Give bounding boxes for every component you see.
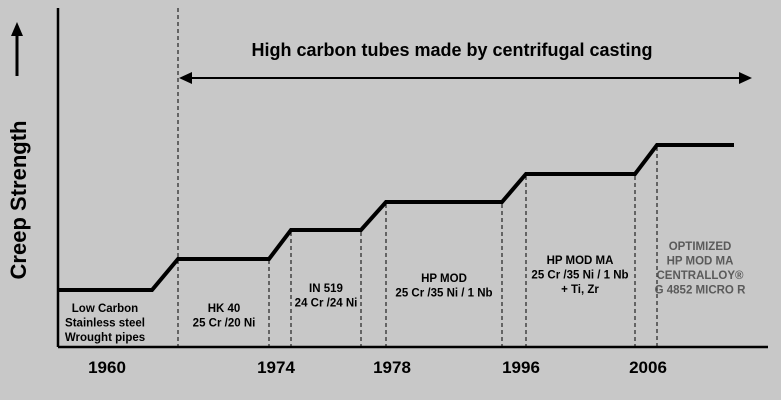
x-tick-label: 1974: [257, 358, 295, 377]
alloy-label: IN 519 24 Cr /24 Ni: [295, 283, 358, 310]
alloy-label: HP MOD MA 25 Cr /35 Ni / 1 Nb + Ti, Zr: [531, 255, 628, 296]
title-range-arrow: [179, 72, 752, 84]
alloy-label: OPTIMIZED HP MOD MA CENTRALLOY® G 4852 MICR…: [655, 241, 746, 297]
creep-strength-step-line: [58, 143, 734, 292]
era-dividers: [177, 8, 658, 347]
x-tick-labels: 1960 1974 1978 1996 2006: [88, 358, 667, 377]
x-tick-label: 1960: [88, 358, 126, 377]
alloy-labels: Low Carbon Stainless steel Wrought pipes HK…: [65, 241, 746, 344]
chart-title: High carbon tubes made by centrifugal ca…: [251, 40, 652, 60]
x-tick-label: 2006: [629, 358, 667, 377]
y-axis-label: Creep Strength: [6, 121, 31, 280]
alloy-label: Low Carbon Stainless steel Wrought pipes: [65, 303, 145, 344]
y-axis-arrow: [11, 22, 23, 76]
x-tick-label: 1996: [502, 358, 540, 377]
alloy-label: HK 40 25 Cr /20 Ni: [193, 303, 256, 330]
x-tick-label: 1978: [373, 358, 411, 377]
alloy-label: HP MOD 25 Cr /35 Ni / 1 Nb: [395, 273, 492, 300]
